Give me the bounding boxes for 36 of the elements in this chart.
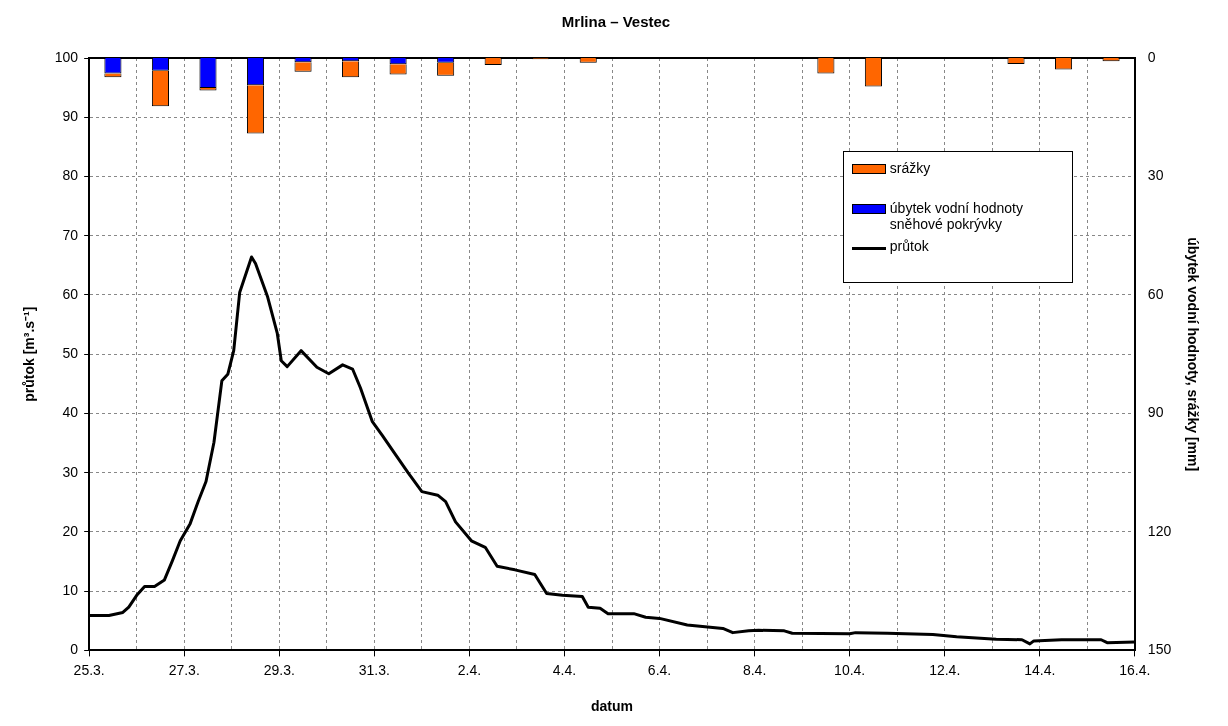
y2-tick-label: 120: [1147, 522, 1172, 539]
y-tick-label: 60: [62, 285, 79, 302]
y2-axis-title: úbytek vodní hodnoty, srážky [mm]: [1184, 237, 1201, 472]
y2-tick-label: 150: [1147, 641, 1172, 658]
y-tick-label: 90: [62, 108, 79, 125]
y2-tick-label: 0: [1147, 48, 1156, 65]
x-tick-label: 31.3.: [358, 661, 390, 678]
y-tick-label: 50: [62, 345, 79, 362]
x-tick-label: 16.4.: [1119, 661, 1151, 678]
x-tick-label: 10.4.: [834, 661, 866, 678]
x-tick-label: 8.4.: [742, 661, 767, 678]
legend-label: průtok: [889, 238, 929, 254]
chart-title: Mrlina – Vestec: [561, 13, 671, 31]
y-tick-label: 80: [62, 167, 79, 184]
legend-label: úbytek vodní hodnoty sněhové pokrývky: [889, 200, 1024, 232]
y-tick-label: 0: [70, 641, 79, 658]
y-tick-label: 10: [62, 582, 79, 599]
y-tick-label: 20: [62, 522, 79, 539]
y-tick-label: 70: [62, 226, 79, 243]
y2-tick-label: 60: [1147, 285, 1164, 302]
y2-tick-label: 30: [1147, 167, 1164, 184]
legend-label: srážky: [889, 160, 931, 176]
x-tick-label: 2.4.: [457, 661, 482, 678]
x-tick-label: 6.4.: [647, 661, 672, 678]
y-tick-label: 100: [54, 48, 79, 65]
x-tick-label: 14.4.: [1024, 661, 1056, 678]
x-tick-label: 27.3.: [168, 661, 200, 678]
y-tick-label: 40: [62, 404, 79, 421]
x-axis-title: datum: [591, 698, 633, 715]
x-tick-label: 12.4.: [929, 661, 961, 678]
y-axis-title: průtok [m³.s⁻¹]: [21, 306, 38, 402]
x-tick-label: 4.4.: [552, 661, 577, 678]
y2-tick-label: 90: [1147, 404, 1164, 421]
x-tick-label: 25.3.: [73, 661, 105, 678]
y-tick-label: 30: [62, 463, 79, 480]
x-tick-label: 29.3.: [263, 661, 295, 678]
